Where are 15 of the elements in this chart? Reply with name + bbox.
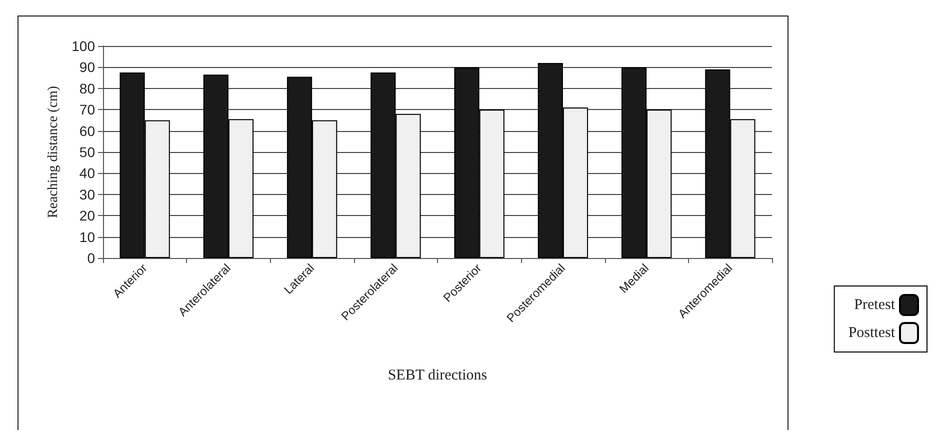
y-tick-label: 30: [79, 186, 96, 202]
y-tick-label: 70: [79, 102, 96, 118]
y-tick-label: 0: [87, 250, 96, 266]
y-tick-label: 10: [79, 228, 96, 245]
legend-label: Posttest: [848, 325, 896, 341]
y-tick-label: 100: [72, 38, 96, 54]
y-tick-label: 60: [79, 122, 96, 139]
legend-label: Pretest: [854, 297, 896, 313]
y-tick-label: 20: [79, 208, 96, 224]
y-tick-label: 40: [79, 165, 96, 182]
y-tick-label: 90: [79, 59, 96, 76]
y-tick-label: 50: [79, 144, 96, 160]
y-axis-title: Reaching distance (cm): [46, 86, 62, 218]
x-axis-title: SEBT directions: [388, 368, 488, 384]
y-tick-label: 80: [79, 80, 96, 96]
